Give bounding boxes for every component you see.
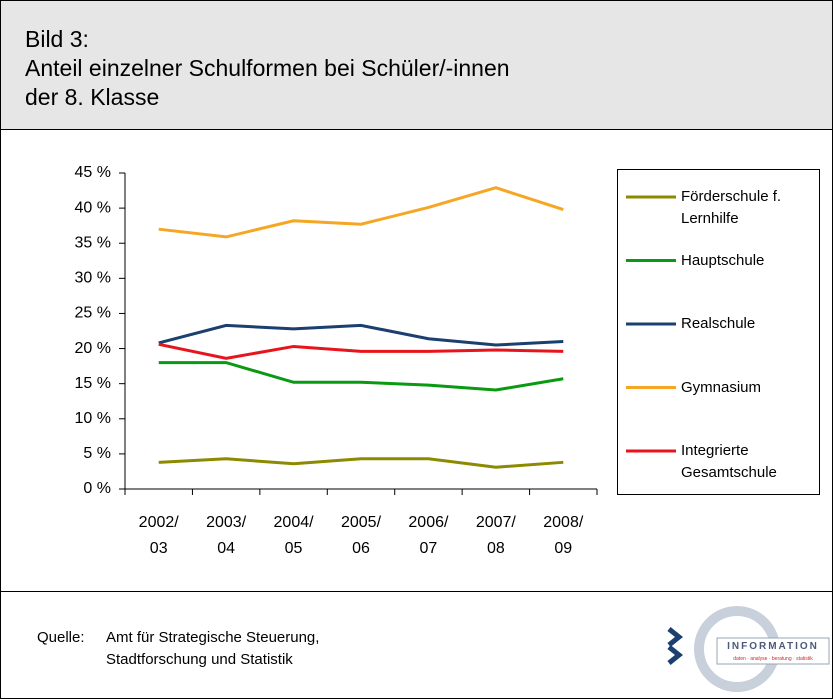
y-tick-label: 10 % [75,410,111,427]
source-label: Quelle: [37,629,85,646]
legend-label: Hauptschule [681,251,765,269]
y-tick-label: 15 % [75,375,111,392]
series-line [158,457,564,469]
source: Amt für Strategische Steuerung, Stadtfor… [106,629,320,668]
logo-tagline: daten · analyse · beratung · statistik [733,656,813,662]
divider [1,591,832,592]
series-line [158,186,564,239]
header [1,1,832,130]
legend-label: Realschule [681,315,756,332]
series-line [158,323,564,347]
y-tick-label: 20 % [75,340,111,357]
y-tick-label: 45 % [75,164,111,181]
x-tick-label: 2006/ 07 [408,514,449,557]
y-tick-label: 30 % [75,270,111,287]
legend [617,169,820,495]
x-tick-label: 2002/ 03 [138,514,179,557]
series-line [158,361,564,392]
x-tick-label: 2005/ 06 [340,514,382,557]
header-title: Bild 3: Anteil einzelner Schulformen bei… [25,26,510,110]
legend-label: Gymnasium [681,378,762,396]
logo: INFORMATION daten · analyse · beratung ·… [667,606,830,692]
x-tick-label: 2007/ 08 [475,514,516,557]
y-tick-label: 40 % [75,199,111,216]
x-tick-label: 2004/ 05 [273,514,314,557]
x-tick-label: 2003/ 04 [206,514,247,557]
legend-label: Förderschule f. Lernhilfe [681,188,782,227]
y-tick-label: 35 % [75,234,111,251]
legend-label: Integrierte Gesamtschule [681,442,777,481]
y-tick-label: 25 % [75,305,111,322]
x-tick-label: 2008/ 09 [543,514,584,557]
series-line [158,342,564,360]
logo-text: INFORMATION [727,641,819,652]
y-tick-label: 5 % [83,445,111,462]
y-tick-label: 0 % [83,480,111,497]
